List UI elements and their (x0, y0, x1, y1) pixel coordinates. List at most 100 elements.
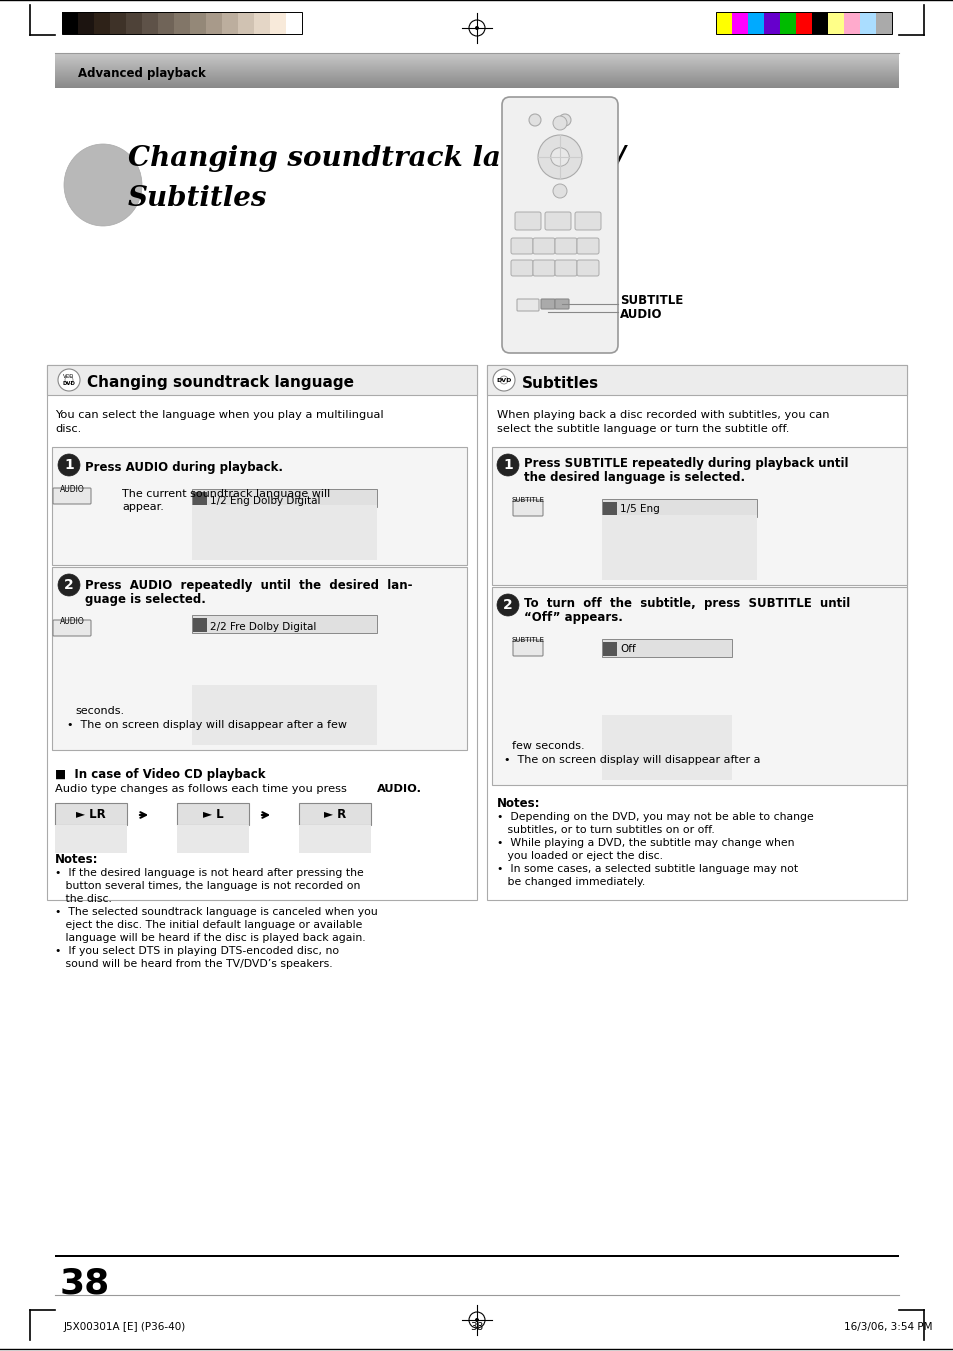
Bar (193, 617, 207, 632)
Bar (716, 12, 891, 34)
Bar (486, 365, 906, 394)
Text: 1/5 Eng: 1/5 Eng (619, 504, 659, 513)
Bar (206, 12, 222, 34)
Bar (859, 12, 875, 34)
FancyBboxPatch shape (501, 97, 618, 353)
FancyBboxPatch shape (575, 212, 600, 230)
Text: Press  AUDIO  repeatedly  until  the  desired  lan-: Press AUDIO repeatedly until the desired… (85, 580, 412, 592)
Bar (47, 365, 476, 394)
Bar (270, 12, 286, 34)
Text: Notes:: Notes: (497, 797, 540, 811)
Text: •  The selected soundtrack language is canceled when you: • The selected soundtrack language is ca… (55, 907, 377, 917)
FancyBboxPatch shape (577, 259, 598, 276)
Text: 38: 38 (470, 1323, 483, 1332)
Bar (601, 639, 731, 657)
Text: 1: 1 (64, 458, 73, 471)
Text: eject the disc. The initial default language or available: eject the disc. The initial default lang… (55, 920, 362, 929)
Circle shape (553, 184, 566, 199)
Text: SUBTITLE: SUBTITLE (511, 497, 544, 503)
Bar (298, 802, 371, 825)
Circle shape (58, 369, 80, 390)
Bar (222, 12, 237, 34)
Text: DVD: DVD (63, 381, 75, 386)
Text: seconds.: seconds. (75, 707, 124, 716)
Bar (747, 12, 763, 34)
Circle shape (550, 147, 569, 166)
Bar (192, 685, 376, 744)
FancyBboxPatch shape (555, 299, 568, 309)
Text: Notes:: Notes: (55, 852, 98, 866)
Bar (177, 802, 249, 825)
Circle shape (537, 135, 581, 178)
Text: ► R: ► R (323, 808, 346, 821)
Bar (94, 12, 110, 34)
Circle shape (558, 113, 571, 126)
Bar (62, 12, 78, 34)
Text: You can select the language when you play a multilingual: You can select the language when you pla… (55, 409, 383, 420)
Bar (177, 825, 249, 852)
FancyBboxPatch shape (555, 238, 577, 254)
Text: the disc.: the disc. (55, 894, 112, 904)
Text: 1: 1 (502, 458, 513, 471)
Text: Changing soundtrack language/: Changing soundtrack language/ (128, 145, 625, 172)
Bar (875, 12, 891, 34)
Text: J5X00301A [E] (P36-40): J5X00301A [E] (P36-40) (64, 1323, 186, 1332)
Circle shape (529, 113, 540, 126)
FancyBboxPatch shape (515, 212, 540, 230)
Bar (126, 12, 142, 34)
Bar (52, 447, 467, 565)
Text: Press AUDIO during playback.: Press AUDIO during playback. (85, 461, 283, 474)
Text: Audio type changes as follows each time you press: Audio type changes as follows each time … (55, 784, 350, 794)
Circle shape (499, 376, 507, 384)
Text: To  turn  off  the  subtitle,  press  SUBTITLE  until: To turn off the subtitle, press SUBTITLE… (523, 597, 849, 611)
FancyBboxPatch shape (513, 640, 542, 657)
Text: Subtitles: Subtitles (128, 185, 267, 212)
Text: Changing soundtrack language: Changing soundtrack language (87, 376, 354, 390)
Bar (158, 12, 173, 34)
FancyBboxPatch shape (513, 500, 542, 516)
FancyBboxPatch shape (544, 212, 571, 230)
Bar (47, 365, 476, 900)
Bar (193, 492, 207, 507)
Bar (843, 12, 859, 34)
Circle shape (58, 574, 80, 596)
Bar (827, 12, 843, 34)
Text: •  The on screen display will disappear after a: • The on screen display will disappear a… (503, 755, 760, 765)
Text: SUBTITLE: SUBTITLE (619, 293, 682, 307)
Bar (286, 12, 302, 34)
Text: “Off” appears.: “Off” appears. (523, 611, 622, 624)
FancyBboxPatch shape (533, 259, 555, 276)
Bar (486, 365, 906, 900)
FancyBboxPatch shape (511, 238, 533, 254)
Bar (192, 489, 376, 507)
Text: SUBTITLE: SUBTITLE (511, 638, 544, 643)
Bar (190, 12, 206, 34)
Bar (237, 12, 253, 34)
Bar (110, 12, 126, 34)
Text: •  Depending on the DVD, you may not be able to change: • Depending on the DVD, you may not be a… (497, 812, 813, 821)
Text: be changed immediately.: be changed immediately. (497, 877, 644, 888)
Text: you loaded or eject the disc.: you loaded or eject the disc. (497, 851, 662, 861)
Bar (142, 12, 158, 34)
Bar (731, 12, 747, 34)
Text: select the subtitle language or turn the subtitle off.: select the subtitle language or turn the… (497, 424, 788, 434)
Circle shape (497, 594, 518, 616)
Text: •  The on screen display will disappear after a few: • The on screen display will disappear a… (67, 720, 347, 730)
Text: few seconds.: few seconds. (512, 740, 584, 751)
Bar (192, 505, 376, 561)
Text: subtitles, or to turn subtitles on or off.: subtitles, or to turn subtitles on or of… (497, 825, 714, 835)
Text: AUDIO: AUDIO (59, 617, 84, 626)
Text: The current soundtrack language will: The current soundtrack language will (122, 489, 330, 499)
Bar (716, 12, 731, 34)
Text: Advanced playback: Advanced playback (78, 68, 206, 81)
Bar (602, 642, 617, 657)
FancyBboxPatch shape (540, 299, 555, 309)
Text: When playing back a disc recorded with subtitles, you can: When playing back a disc recorded with s… (497, 409, 828, 420)
Bar (601, 515, 757, 580)
Text: language will be heard if the disc is played back again.: language will be heard if the disc is pl… (55, 934, 365, 943)
Bar (253, 12, 270, 34)
Text: 2: 2 (64, 578, 73, 592)
Circle shape (553, 116, 566, 130)
Circle shape (65, 376, 73, 384)
Text: 16/3/06, 3:54 PM: 16/3/06, 3:54 PM (843, 1323, 931, 1332)
